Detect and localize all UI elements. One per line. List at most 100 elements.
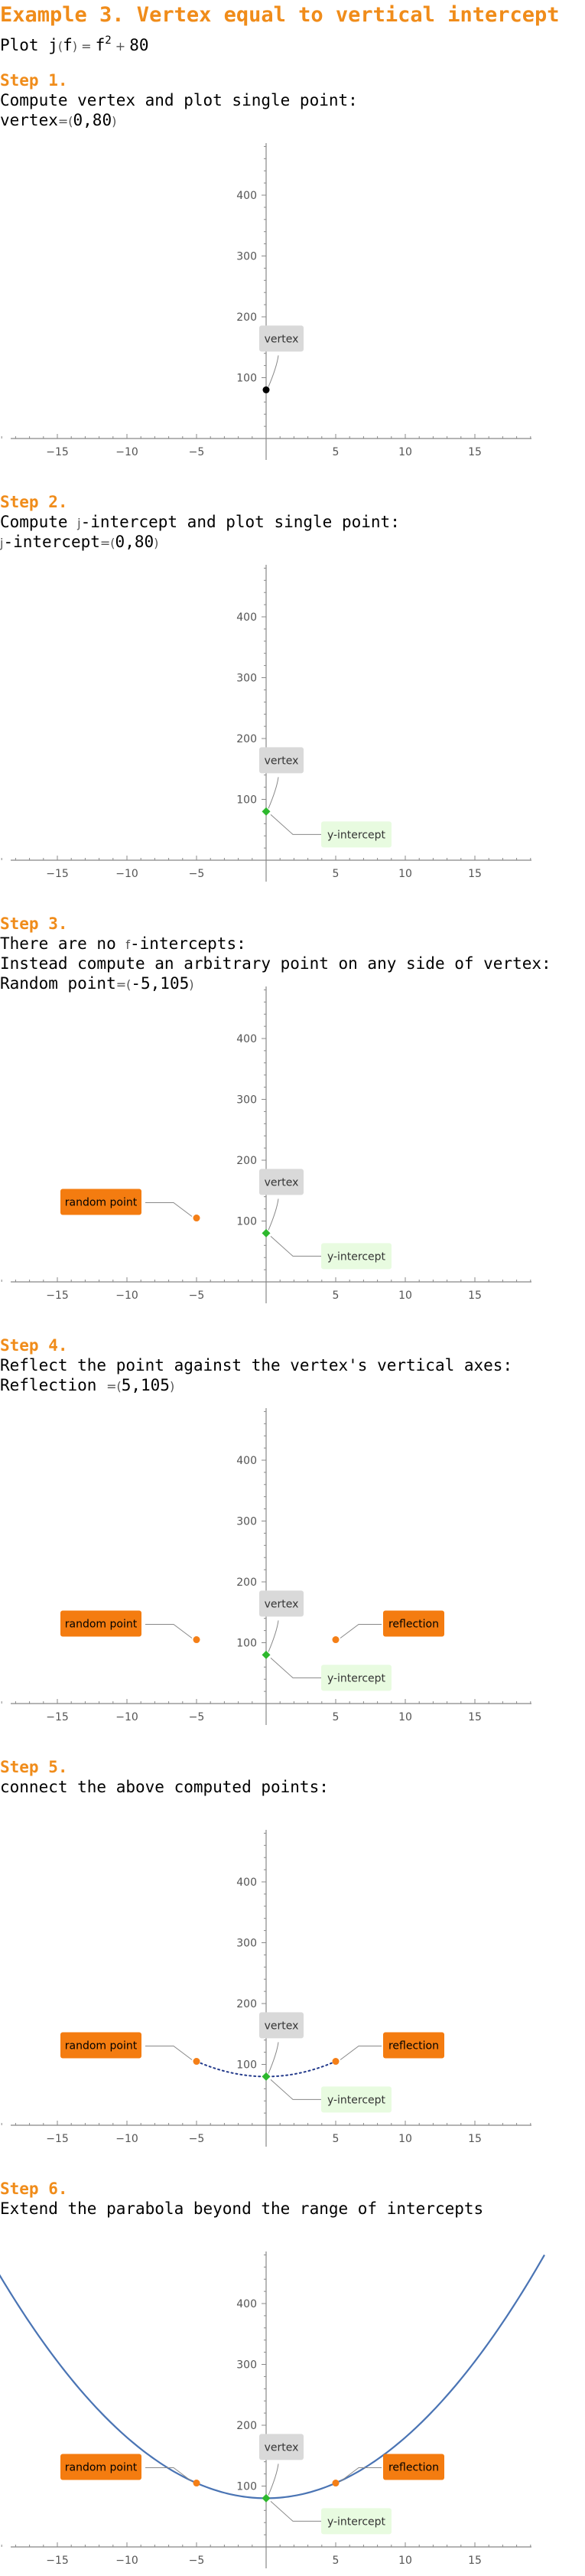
x-tick-label: 15 <box>468 2133 482 2145</box>
random-point-label-text: random point <box>65 1197 138 1209</box>
random-point-label-box <box>60 2032 141 2059</box>
x-tick-label: 5 <box>333 1711 340 1723</box>
chart-panel-2: −15 −10 −5 5 10 15 100 200 300 400 vertex y-interce… <box>1 565 531 882</box>
y-tick-label: 200 <box>236 1577 257 1589</box>
callout-leader <box>145 2467 193 2482</box>
side-point <box>193 1215 200 1222</box>
y-tick-label: 100 <box>236 1638 257 1650</box>
x-tick-label: −15 <box>46 2555 69 2567</box>
y-tick-label: 200 <box>236 1155 257 1167</box>
x-tick-label: −5 <box>189 446 205 458</box>
x-tick-label: 10 <box>398 1711 412 1723</box>
random-point-label-box <box>60 2454 141 2480</box>
x-tick-label: 15 <box>468 446 482 458</box>
callout-leader <box>268 1198 279 1231</box>
x-tick-label: 10 <box>398 446 412 458</box>
y-intercept-label-box <box>321 1665 392 1691</box>
y-tick-label: 300 <box>236 1094 257 1107</box>
x-tick-label: 10 <box>398 1290 412 1302</box>
step-text-line: Extend the parabola beyond the range of … <box>0 2199 483 2219</box>
y-tick-label: 400 <box>236 1877 257 1889</box>
x-tick-label: 5 <box>333 2555 340 2567</box>
y-intercept-label-text: y-intercept <box>327 1251 386 1263</box>
x-tick-label: −10 <box>115 2133 138 2145</box>
x-tick-label: −10 <box>115 2555 138 2567</box>
x-tick-label: 5 <box>333 446 340 458</box>
step-text-line: vertex=(0,80) <box>0 110 116 132</box>
vertex-point <box>262 386 270 393</box>
y-tick-label: 400 <box>236 611 257 624</box>
plot-exponent: 2 <box>105 34 112 47</box>
side-point <box>193 1636 200 1644</box>
x-tick-label: −15 <box>46 1711 69 1723</box>
plot-func-var: f <box>63 36 73 54</box>
paren: ( <box>116 1379 122 1394</box>
plot-func-name: j <box>48 36 58 54</box>
step-text-line: Reflection =(5,105) <box>0 1375 174 1397</box>
y-intercept-label-box <box>321 2508 392 2535</box>
vertex-label-box <box>259 747 304 774</box>
page-title: Example 3. Vertex equal to vertical inte… <box>0 3 560 27</box>
vertex-label-text: vertex <box>265 1176 299 1189</box>
vertex-label-box <box>259 2434 304 2460</box>
y-tick-label: 300 <box>236 1516 257 1528</box>
paren: ( <box>110 536 115 550</box>
point-name: Random point <box>0 974 116 993</box>
reflection-label-text: reflection <box>388 2462 439 2474</box>
intercept-point <box>262 1228 271 1237</box>
step-text-line: connect the above computed points: <box>0 1777 329 1797</box>
point-coordinates: -5,105 <box>131 974 190 993</box>
step-text-line: Reflect the point against the vertex's v… <box>0 1355 512 1375</box>
plot-equation: Plot j(f) = f2 + 80 <box>0 34 149 54</box>
callout-leader <box>268 355 279 387</box>
step-text-part: j <box>0 536 4 550</box>
x-tick-label: 10 <box>398 868 412 880</box>
x-tick-label: −5 <box>189 1711 205 1723</box>
paren: ) <box>169 1379 175 1394</box>
y-tick-label: 200 <box>236 311 257 324</box>
y-intercept-label-box <box>321 2086 392 2113</box>
x-tick-label: 5 <box>333 1290 340 1302</box>
reflection-label-box <box>383 2032 444 2059</box>
step-text-part: -intercept <box>3 533 100 551</box>
x-tick-label: −10 <box>115 1290 138 1302</box>
reflection-label-text: reflection <box>388 2040 439 2053</box>
chart-panel-6: −15 −10 −5 5 10 15 100 200 300 400 vertex y-interce… <box>0 2252 545 2568</box>
chart-panel-4: −15 −10 −5 5 10 15 100 200 300 400 vertex y-interce… <box>1 1408 531 1725</box>
y-tick-label: 200 <box>236 733 257 745</box>
intercept-point <box>262 2493 271 2503</box>
step-text: Compute vertex and plot single point: <box>0 91 358 109</box>
vertex-label-text: vertex <box>265 1598 299 1610</box>
y-tick-label: 300 <box>236 2359 257 2372</box>
x-tick-label: −10 <box>115 1711 138 1723</box>
callout-leader <box>145 1202 193 1217</box>
y-intercept-label-text: y-intercept <box>327 2094 386 2106</box>
paren: ( <box>126 977 132 992</box>
y-tick-label: 100 <box>236 2481 257 2493</box>
y-tick-label: 200 <box>236 1998 257 2010</box>
callout-leader <box>270 2501 321 2522</box>
step-text-line: Compute vertex and plot single point: <box>0 90 358 110</box>
point-name: vertex <box>0 111 58 129</box>
x-tick-label: −10 <box>115 446 138 458</box>
point-coordinates: 0,80 <box>73 111 112 129</box>
y-tick-label: 400 <box>236 190 257 202</box>
step-label: Step 4. <box>0 1336 68 1355</box>
y-tick-label: 400 <box>236 2298 257 2310</box>
callout-leader <box>340 2046 382 2060</box>
step-text-line: There are no f-intercepts: <box>0 934 246 955</box>
x-tick-label: −15 <box>46 868 69 880</box>
y-intercept-label-text: y-intercept <box>327 829 386 841</box>
vertex-label-text: vertex <box>265 755 299 767</box>
y-tick-label: 300 <box>236 673 257 685</box>
y-tick-label: 100 <box>236 373 257 385</box>
step-text-line: Random point=(-5,105) <box>0 973 193 995</box>
y-tick-label: 200 <box>236 2420 257 2432</box>
x-tick-label: −5 <box>189 2133 205 2145</box>
vertex-label-text: vertex <box>265 2020 299 2032</box>
x-tick-label: 5 <box>333 2133 340 2145</box>
step-text: Reflect the point against the vertex's v… <box>0 1356 513 1374</box>
x-tick-label: −15 <box>46 446 69 458</box>
step-text-part: Compute <box>0 513 78 531</box>
callout-leader <box>145 2046 193 2060</box>
